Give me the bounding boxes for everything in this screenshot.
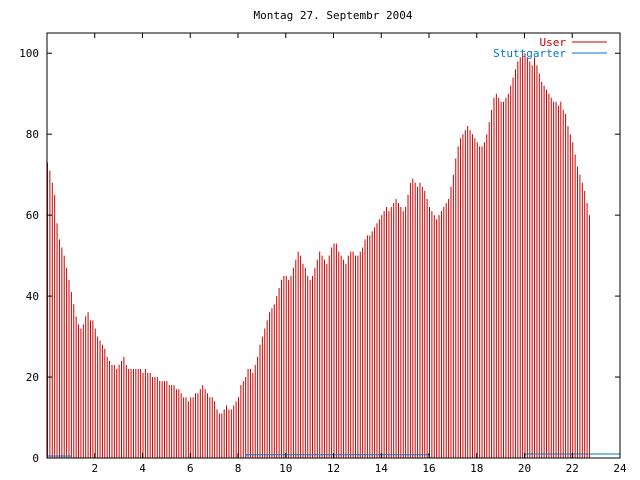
legend: User Stuttgarter [493, 36, 607, 60]
x-tick-label: 20 [518, 462, 531, 475]
x-tick-label: 10 [279, 462, 292, 475]
user-series [47, 53, 590, 458]
x-tick-label: 12 [327, 462, 340, 475]
y-tick-label: 20 [26, 371, 39, 384]
x-tick-label: 2 [91, 462, 98, 475]
x-tick-label: 16 [422, 462, 435, 475]
x-tick-label: 8 [235, 462, 242, 475]
x-axis: 2 4 6 8 10 12 14 16 18 20 22 24 [91, 33, 627, 475]
x-tick-label: 6 [187, 462, 194, 475]
chart-title: Montag 27. Septembr 2004 [254, 9, 413, 22]
x-tick-label: 18 [470, 462, 483, 475]
y-tick-label: 0 [32, 452, 39, 465]
x-tick-label: 24 [613, 462, 627, 475]
legend-label-user: User [540, 36, 567, 49]
x-tick-label: 4 [139, 462, 146, 475]
y-tick-label: 80 [26, 128, 39, 141]
y-tick-label: 40 [26, 290, 39, 303]
y-axis: 0 20 40 60 80 100 [19, 47, 620, 465]
y-tick-label: 60 [26, 209, 39, 222]
series-line [47, 453, 620, 459]
x-tick-label: 14 [375, 462, 389, 475]
stuttgarter-series [47, 453, 620, 459]
y-tick-label: 100 [19, 47, 39, 60]
legend-label-stuttgarter: Stuttgarter [493, 47, 566, 60]
x-tick-label: 22 [566, 462, 579, 475]
